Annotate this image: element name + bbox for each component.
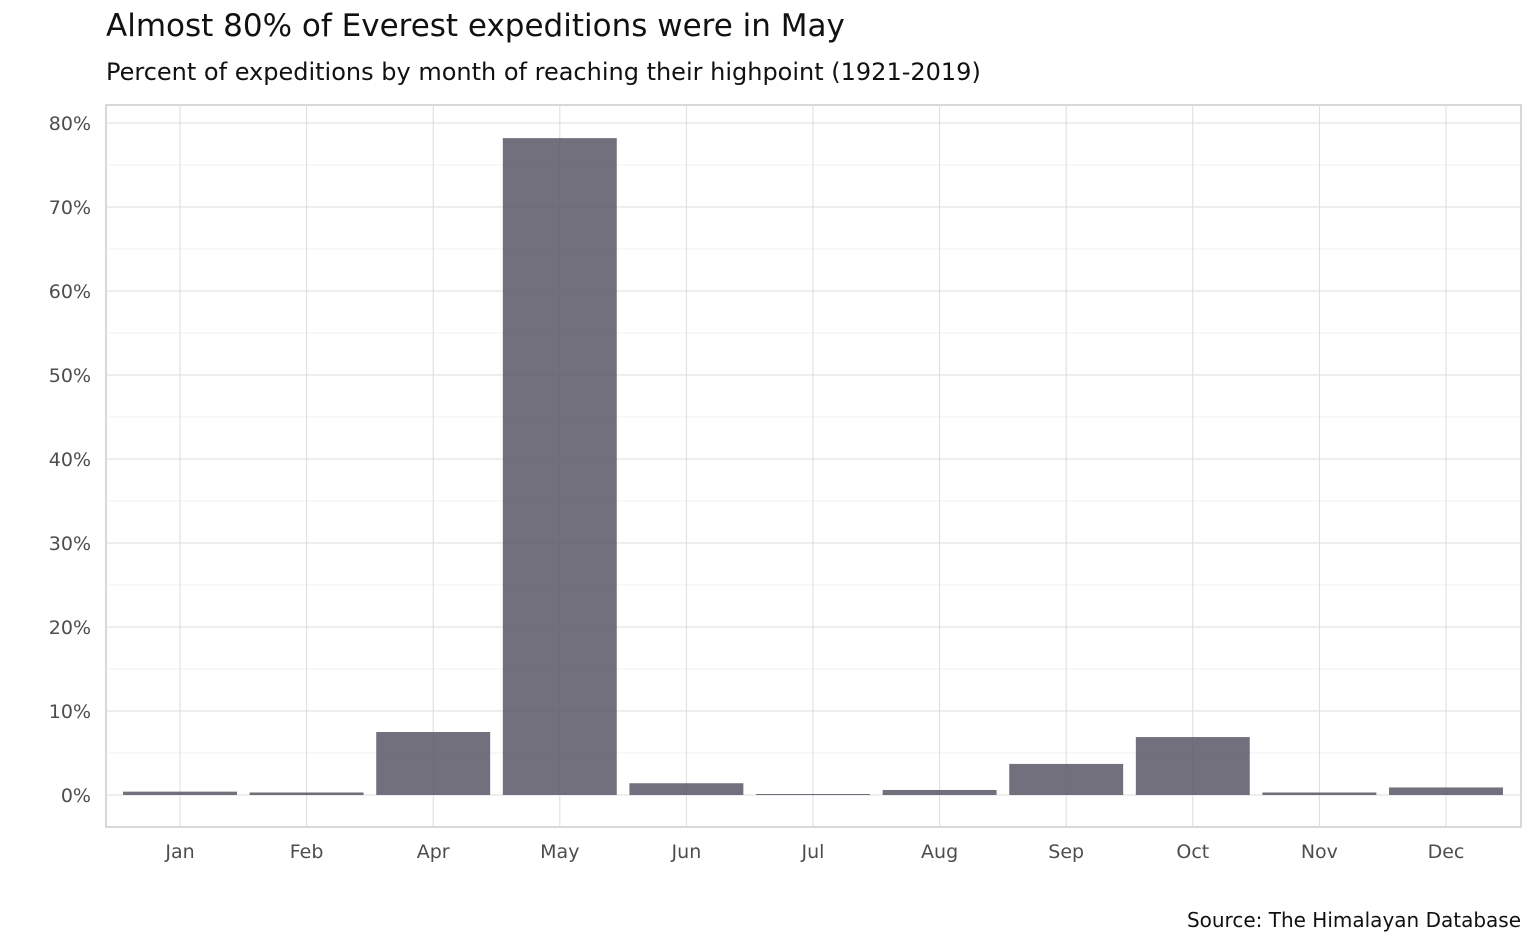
x-tick-label: Feb — [290, 841, 324, 863]
x-tick-label: Sep — [1048, 841, 1084, 863]
chart-caption: Source: The Himalayan Database — [1186, 908, 1521, 932]
bar-nov — [1262, 792, 1377, 795]
grid-lines — [106, 105, 1521, 827]
y-tick-label: 20% — [49, 617, 91, 639]
x-tick-label: Dec — [1428, 841, 1465, 863]
y-axis: 0% 10% 20% 30% 40% 50% 60% 70% 80% — [49, 113, 91, 807]
bar-oct — [1135, 737, 1250, 795]
y-tick-label: 0% — [61, 785, 91, 807]
bars-group — [123, 138, 1503, 795]
y-tick-label: 70% — [49, 197, 91, 219]
bar-dec — [1389, 787, 1503, 795]
bar-jun — [629, 783, 744, 795]
bar-sep — [1009, 763, 1124, 795]
y-tick-label: 10% — [49, 701, 91, 723]
bar-aug — [882, 789, 997, 795]
x-tick-label: May — [540, 841, 579, 863]
y-tick-label: 30% — [49, 533, 91, 555]
x-tick-label: Jan — [164, 841, 194, 863]
x-tick-label: Aug — [921, 841, 958, 863]
x-tick-label: Jun — [671, 841, 702, 863]
x-tick-label: Jul — [801, 841, 825, 863]
bar-jul — [756, 794, 870, 795]
bar-apr — [376, 732, 491, 795]
bar-may — [502, 138, 617, 795]
x-tick-label: Oct — [1176, 841, 1209, 863]
y-tick-label: 60% — [49, 281, 91, 303]
x-axis: Jan Feb Apr May Jun Jul Aug Sep Oct Nov Dec — [164, 841, 1464, 863]
chart-subtitle: Percent of expeditions by month of reach… — [106, 58, 981, 86]
bar-feb — [249, 792, 364, 795]
y-tick-label: 40% — [49, 449, 91, 471]
y-tick-label: 80% — [49, 113, 91, 135]
y-tick-label: 50% — [49, 365, 91, 387]
chart-title: Almost 80% of Everest expeditions were i… — [106, 8, 845, 44]
x-tick-label: Nov — [1301, 841, 1338, 863]
x-tick-label: Apr — [417, 841, 450, 863]
bar-jan — [123, 791, 237, 795]
